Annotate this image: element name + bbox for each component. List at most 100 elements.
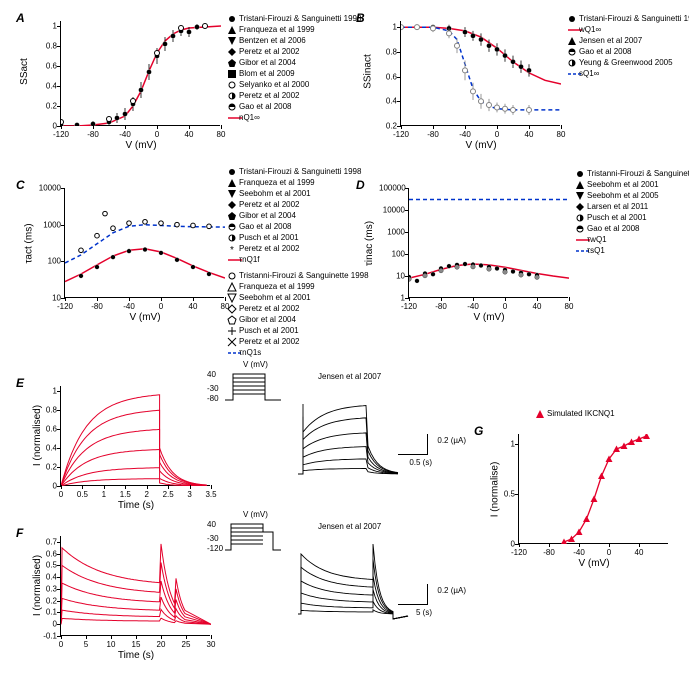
legend-item: Peretz et al 2002 <box>228 46 361 57</box>
legend-item: Franqueza et al 1999 <box>228 177 361 188</box>
panel-f-level-1: -30 <box>207 534 219 543</box>
panel-f-scalebar-y <box>427 584 428 604</box>
panel-f-right-svg <box>298 534 428 634</box>
legend-item: Tristanni-Firouzi & Sanguinette 1998 <box>576 168 689 179</box>
panel-f: F 051015202530-0.100.10.20.30.40.50.60.7… <box>28 528 210 636</box>
panel-c-xlabel: V (mV) <box>65 312 225 323</box>
panel-d-svg <box>409 188 569 298</box>
panel-g-ylabel: I (normalise) <box>489 462 500 518</box>
legend-item: Bentzen et al 2006 <box>228 35 361 46</box>
panel-c-legend-bottom: Tristanni-Firouzi & Sanguinette 1998Fran… <box>228 270 369 358</box>
panel-c-label: C <box>16 178 25 192</box>
figure: A -120-80-400408000.20.40.60.81 SSact V … <box>8 8 681 673</box>
panel-f-level-2: -120 <box>207 544 223 553</box>
panel-e-scalebar-y <box>427 434 428 454</box>
legend-item: Gao et al 2008 <box>228 221 361 232</box>
legend-item: Seebohm et al 2001 <box>228 292 369 303</box>
panel-e-chart: 00.511.522.533.500.20.40.60.81 I (normal… <box>60 386 210 486</box>
legend-item: Simulated IKCNQ1 <box>536 408 615 419</box>
panel-e-ref: Jensen et al 2007 <box>318 372 381 381</box>
panel-g-xlabel: V (mV) <box>519 558 669 569</box>
panel-e-scale-y-label: 0.2 (µA) <box>437 436 466 445</box>
legend-item: τsQ1 <box>576 245 689 256</box>
panel-g-legend: Simulated IKCNQ1 <box>536 408 615 419</box>
panel-f-scale-y-label: 0.2 (µA) <box>437 586 466 595</box>
svg-text:*: * <box>230 245 234 256</box>
legend-item: Tristanni-Firouzi & Sanguinette 1998 <box>228 270 369 281</box>
panel-f-label: F <box>16 526 23 540</box>
panel-e-svg <box>61 386 211 486</box>
panel-f-scalebar-x <box>398 604 428 605</box>
legend-item: Peretz et al 2002 <box>228 336 369 347</box>
legend-item: Yeung & Greenwood 2005 <box>568 57 689 68</box>
panel-e-ylabel: I (normalised) <box>32 405 43 466</box>
panel-f-xlabel: Time (s) <box>61 650 211 661</box>
legend-item: Peretz et al 2002 <box>228 199 361 210</box>
panel-a-svg <box>61 21 221 126</box>
panel-b-svg <box>401 21 561 126</box>
legend-item: τwQ1 <box>576 234 689 245</box>
panel-e-label: E <box>16 376 24 390</box>
panel-d: D -120-80-4004080110100100010000100000 τ… <box>368 180 568 298</box>
legend-item: Gibor et al 2004 <box>228 314 369 325</box>
legend-item: Franqueza et al 1999 <box>228 281 369 292</box>
panel-b-xlabel: V (mV) <box>401 140 561 151</box>
panel-f-level-0: 40 <box>207 520 216 529</box>
panel-f-chart: 051015202530-0.100.10.20.30.40.50.60.7 I… <box>60 536 210 636</box>
legend-item: Tristani-Firouzi & Sanguinetti 1998 <box>228 166 361 177</box>
panel-g-chart: -120-80-4004000.51 I (normalise) V (mV) <box>518 434 668 544</box>
legend-item: τnQ1f <box>228 254 361 265</box>
legend-item: nQ1∞ <box>228 112 361 123</box>
legend-item: Seebohm et al 2001 <box>228 188 361 199</box>
panel-c-ylabel: τact (ms) <box>24 223 35 263</box>
panel-c-chart: -120-80-400408010100100010000 τact (ms) … <box>64 188 224 298</box>
panel-f-inset-label: V (mV) <box>243 510 268 519</box>
panel-f-inset: V (mV) 40 -30 -120 <box>223 520 283 559</box>
legend-item: Peretz et al 2002 <box>228 303 369 314</box>
legend-item: Jensen et al 2007 <box>568 35 689 46</box>
panel-d-ylabel: τinac (ms) <box>364 221 375 266</box>
panel-d-chart: -120-80-4004080110100100010000100000 τin… <box>408 188 568 298</box>
panel-e: E 00.511.522.533.500.20.40.60.81 I (norm… <box>28 378 210 486</box>
panel-g-svg <box>519 434 669 544</box>
panel-e-right-svg <box>298 384 428 484</box>
panel-f-ylabel: I (normalised) <box>32 555 43 616</box>
panel-c-svg <box>65 188 225 298</box>
legend-item: Franqueza et al 1999 <box>228 24 361 35</box>
panel-b-label: B <box>356 11 365 25</box>
legend-item: Selyanko et al 2000 <box>228 79 361 90</box>
panel-g-label: G <box>474 424 483 438</box>
legend-item: Tristani-Firouzi & Sanguinetti 1998 <box>228 13 361 24</box>
panel-d-label: D <box>356 178 365 192</box>
panel-e-scalebar-x <box>398 454 428 455</box>
panel-a: A -120-80-400408000.20.40.60.81 SSact V … <box>28 13 220 126</box>
legend-item: Tristani-Firouzi & Sanguinetti 1998 <box>568 13 689 24</box>
legend-item: Gao et al 2008 <box>228 101 361 112</box>
legend-item: Gibor et al 2004 <box>228 57 361 68</box>
panel-a-legend: Tristani-Firouzi & Sanguinetti 1998Franq… <box>228 13 361 123</box>
legend-item: sQ1∞ <box>568 68 689 79</box>
panel-b-ylabel: SSinact <box>363 54 374 88</box>
panel-e-level-0: 40 <box>207 370 216 379</box>
legend-item: Seebohm et al 2001 <box>576 179 689 190</box>
panel-e-level-2: -80 <box>207 394 219 403</box>
panel-a-xlabel: V (mV) <box>61 140 221 151</box>
panel-g: G -120-80-4004000.51 I (normalise) V (mV… <box>486 426 668 544</box>
panel-a-label: A <box>16 11 25 25</box>
legend-item: wQ1∞ <box>568 24 689 35</box>
panel-f-ref: Jensen et al 2007 <box>318 522 381 531</box>
panel-d-xlabel: V (mV) <box>409 312 569 323</box>
legend-item: Pusch et al 2001 <box>576 212 689 223</box>
panel-f-right: Jensen et al 2007 0.2 (µA) 5 (s) <box>298 534 428 634</box>
panel-b: B -120-80-40040800.20.40.60.81 SSinact V… <box>368 13 560 126</box>
panel-e-scale-x-label: 0.5 (s) <box>409 458 432 467</box>
legend-item: τnQ1s <box>228 347 369 358</box>
legend-item: Gao et al 2008 <box>576 223 689 234</box>
legend-item: Gibor et al 2004 <box>228 210 361 221</box>
legend-item: Blom et al 2009 <box>228 68 361 79</box>
panel-a-ylabel: SSact <box>19 58 30 85</box>
panel-c: C -120-80-400408010100100010000 τact (ms… <box>28 180 224 298</box>
panel-f-protocol-icon <box>223 520 283 554</box>
panel-d-legend: Tristanni-Firouzi & Sanguinette 1998Seeb… <box>576 168 689 256</box>
panel-e-inset-label: V (mV) <box>243 360 268 369</box>
